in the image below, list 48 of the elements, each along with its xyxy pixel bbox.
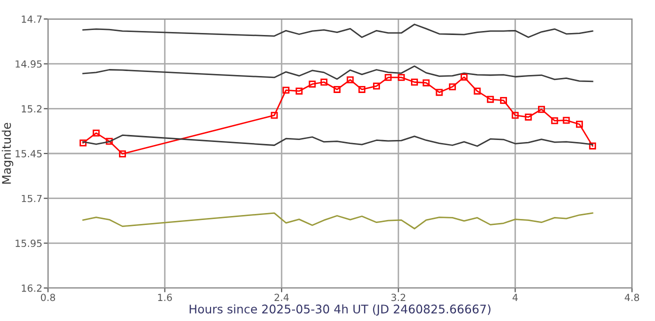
point [486,96,494,103]
line-series [82,24,594,38]
point [562,116,570,124]
y-axis-title: Magnitude [2,122,14,184]
point [524,114,532,121]
y-tick-label: 14.7 [22,16,42,23]
point [346,76,354,84]
line-series [82,65,594,82]
point [106,138,113,145]
point [512,112,519,119]
point [448,83,456,90]
point [538,106,545,113]
line-series [82,212,594,230]
point [92,130,100,137]
point [576,120,583,128]
x-tick-label: 0.8 [40,294,56,302]
y-tick-label: 15.2 [22,105,42,112]
point [410,78,418,86]
x-tick-label: 4.8 [624,294,640,302]
point [118,150,126,158]
point [589,142,596,150]
x-axis-title: Hours since 2025-05-30 4h UT (JD 2460825.66667) [190,304,490,316]
point [308,80,316,88]
point [334,86,341,93]
point [80,139,87,146]
point [384,74,392,81]
point [358,86,366,93]
x-tick-label: 3.2 [391,294,406,302]
y-tick-label: 14.95 [16,60,42,68]
x-tick-label: 1.6 [158,294,172,302]
point [296,88,303,95]
y-tick-label: 15.45 [16,150,42,158]
point [460,74,468,81]
point [551,117,558,124]
point [474,88,481,95]
point [373,82,380,90]
y-tick-label: 15.95 [16,240,42,247]
x-tick-label: 4 [512,294,518,301]
y-tick-label: 16.2 [22,284,42,292]
point [320,78,328,86]
point [398,74,405,81]
point [270,112,278,119]
point [500,96,507,104]
point [282,86,290,94]
x-tick-label: 2.4 [274,294,289,301]
y-tick-label: 15.7 [22,194,42,202]
point [422,79,430,86]
point [436,88,443,96]
